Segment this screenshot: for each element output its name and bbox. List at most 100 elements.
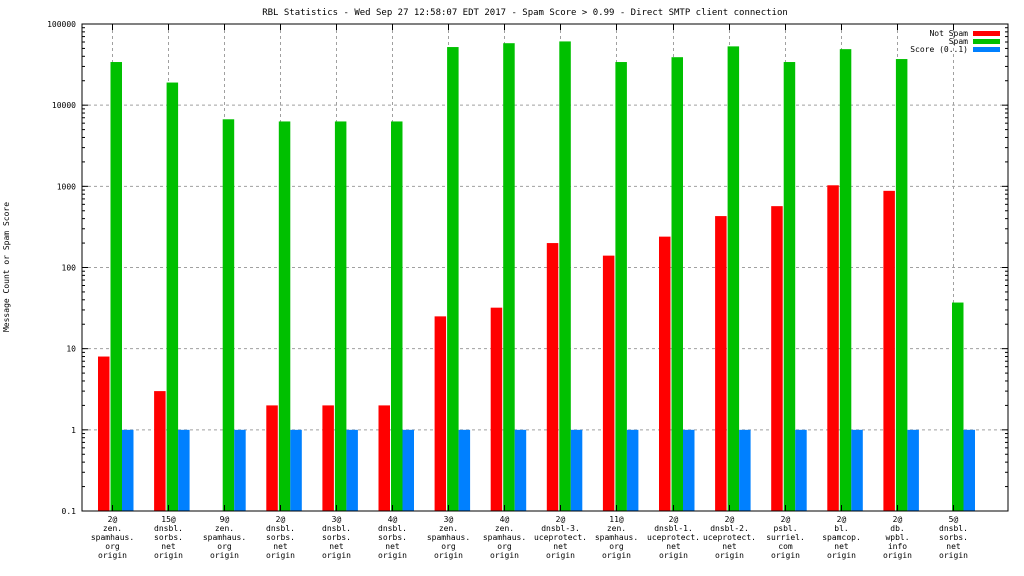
x-tick-label: origin bbox=[939, 551, 968, 560]
legend-swatch bbox=[973, 47, 1000, 52]
x-tick-label: origin bbox=[98, 551, 127, 560]
x-tick-label: spamhaus. bbox=[203, 533, 246, 542]
x-tick-label: sorbs. bbox=[378, 533, 407, 542]
x-tick-label: origin bbox=[322, 551, 351, 560]
x-tick-label: net bbox=[385, 542, 400, 551]
bar-not-spam bbox=[490, 307, 503, 511]
y-tick-label: 0.1 bbox=[62, 507, 77, 516]
bar-score bbox=[683, 429, 695, 511]
x-tick-label: 4@ bbox=[500, 515, 510, 524]
y-tick-label: 100000 bbox=[47, 20, 76, 29]
x-tick-label: sorbs. bbox=[322, 533, 351, 542]
x-tick-labels: 2@zen.spamhaus.orgorigin15@dnsbl.sorbs.n… bbox=[91, 515, 968, 560]
bar-score bbox=[122, 429, 134, 511]
bar-score bbox=[626, 429, 639, 511]
x-tick-label: sorbs. bbox=[939, 533, 968, 542]
x-tick-label: 2@ bbox=[781, 515, 791, 524]
x-tick-label: 2@ bbox=[837, 515, 847, 524]
legend-swatch bbox=[973, 39, 1000, 44]
x-tick-label: dnsbl-3. bbox=[541, 524, 580, 533]
plot-border bbox=[81, 23, 1009, 512]
bar-score bbox=[234, 429, 246, 511]
x-tick-label: psbl. bbox=[773, 524, 797, 533]
x-tick-label: 2@ bbox=[108, 515, 118, 524]
bar-not-spam bbox=[434, 316, 447, 511]
x-tick-label: net bbox=[666, 542, 681, 551]
x-tick-label: origin bbox=[434, 551, 463, 560]
x-tick-label: 2@ bbox=[669, 515, 679, 524]
x-tick-label: 3@ bbox=[332, 515, 342, 524]
x-tick-label: sorbs. bbox=[266, 533, 295, 542]
bar-not-spam bbox=[883, 190, 895, 512]
bar-spam bbox=[222, 119, 235, 511]
y-axis-label: Message Count or Spam Score bbox=[2, 202, 11, 332]
x-tick-label: dnsbl-2. bbox=[710, 524, 749, 533]
x-tick-label: com bbox=[778, 542, 793, 551]
bar-spam bbox=[278, 121, 291, 511]
bar-score bbox=[458, 429, 471, 511]
y-tick-label: 10000 bbox=[52, 101, 76, 110]
x-tick-label: surriel. bbox=[766, 533, 805, 542]
bar-score bbox=[851, 429, 863, 511]
x-tick-label: origin bbox=[659, 551, 688, 560]
bar-score bbox=[514, 429, 527, 511]
x-tick-label: 2@ bbox=[556, 515, 566, 524]
x-tick-label: origin bbox=[771, 551, 800, 560]
y-tick-label: 1 bbox=[71, 426, 76, 435]
x-tick-label: zen. bbox=[103, 524, 122, 533]
bar-not-spam bbox=[827, 185, 839, 511]
x-tick-label: dnsbl. bbox=[154, 524, 183, 533]
x-tick-label: net bbox=[834, 542, 849, 551]
bar-spam bbox=[783, 62, 796, 512]
bar-score bbox=[290, 429, 302, 511]
bar-spam bbox=[503, 43, 515, 512]
bar-spam bbox=[334, 121, 347, 511]
bar-score bbox=[346, 429, 358, 511]
x-tick-label: net bbox=[329, 542, 344, 551]
y-tick-label: 1000 bbox=[57, 182, 76, 191]
bar-spam bbox=[391, 121, 403, 511]
x-tick-label: origin bbox=[827, 551, 856, 560]
bar-spam bbox=[839, 49, 852, 511]
x-tick-label: org bbox=[105, 542, 120, 551]
bar-not-spam bbox=[659, 236, 671, 511]
x-tick-label: info bbox=[888, 542, 907, 551]
x-tick-label: sorbs. bbox=[154, 533, 183, 542]
x-tick-label: spamcop. bbox=[822, 533, 861, 542]
grid-lines bbox=[82, 24, 1008, 511]
x-tick-label: net bbox=[722, 542, 737, 551]
bar-not-spam bbox=[266, 405, 278, 511]
bar-score bbox=[963, 429, 975, 511]
y-tick-label: 100 bbox=[62, 264, 77, 273]
bar-spam bbox=[727, 46, 740, 511]
legend-swatch bbox=[973, 31, 1000, 36]
x-tick-label: dnsbl. bbox=[939, 524, 968, 533]
x-tick-label: spamhaus. bbox=[483, 533, 526, 542]
x-tick-label: org bbox=[609, 542, 624, 551]
x-tick-label: 2@ bbox=[276, 515, 286, 524]
bar-spam bbox=[110, 62, 122, 512]
legend-label: Not Spam bbox=[929, 29, 968, 38]
x-tick-label: uceprotect. bbox=[647, 533, 700, 542]
x-tick-label: net bbox=[946, 542, 961, 551]
bar-not-spam bbox=[602, 255, 615, 511]
bar-spam bbox=[671, 57, 683, 511]
x-tick-label: db. bbox=[890, 524, 904, 533]
x-tick-label: 2@ bbox=[725, 515, 735, 524]
x-tick-label: origin bbox=[378, 551, 407, 560]
x-tick-label: dnsbl-1. bbox=[654, 524, 693, 533]
x-tick-label: net bbox=[273, 542, 288, 551]
x-tick-label: org bbox=[217, 542, 232, 551]
x-tick-label: zen. bbox=[439, 524, 458, 533]
x-tick-label: zen. bbox=[607, 524, 626, 533]
x-tick-label: 9@ bbox=[220, 515, 230, 524]
y-tick-labels: 0.1 1 10 100 1000 10000 100000 bbox=[47, 20, 76, 516]
x-tick-label: 5@ bbox=[949, 515, 959, 524]
x-tick-label: 4@ bbox=[388, 515, 398, 524]
x-tick-label: 11@ bbox=[609, 515, 624, 524]
x-tick-label: origin bbox=[266, 551, 295, 560]
legend-label: Spam bbox=[949, 37, 968, 46]
x-tick-label: uceprotect. bbox=[703, 533, 756, 542]
x-tick-label: 15@ bbox=[161, 515, 176, 524]
